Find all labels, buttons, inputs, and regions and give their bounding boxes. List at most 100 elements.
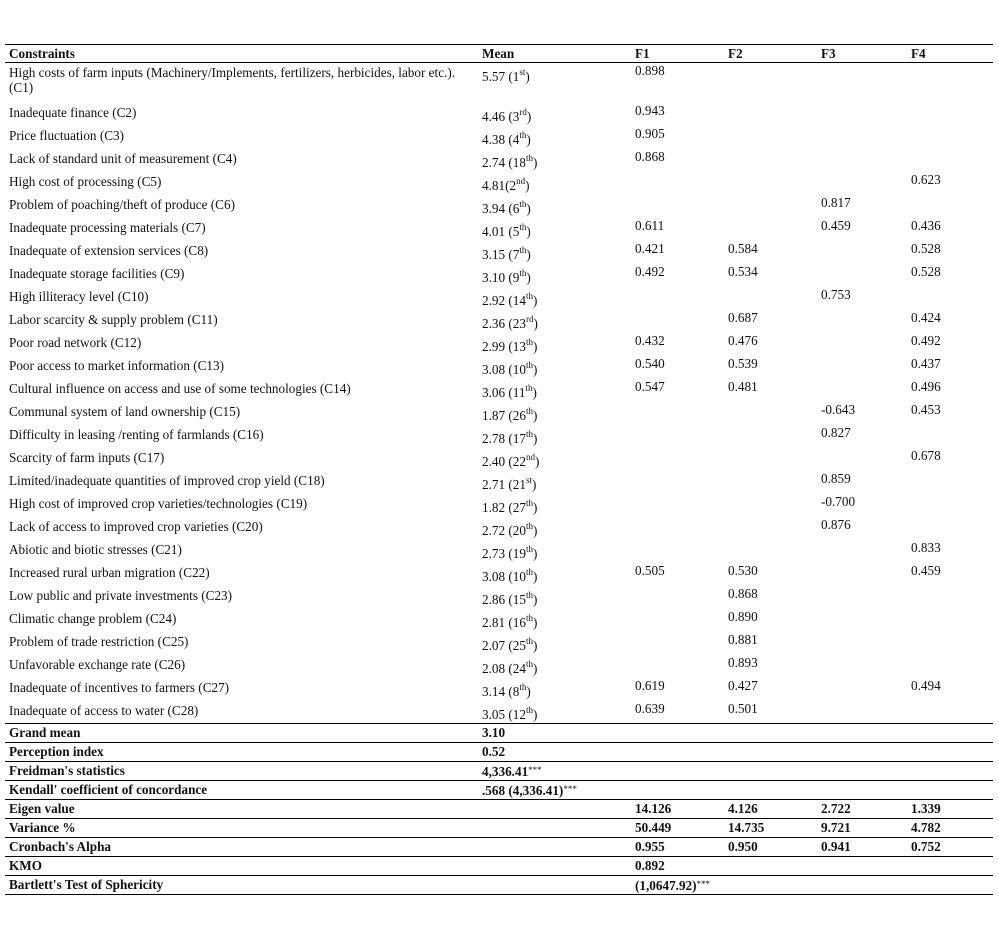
- loading-f4-text: 0.437: [911, 355, 941, 371]
- loading-f3: [817, 356, 907, 379]
- loading-f1-text: 0.547: [635, 378, 665, 394]
- table-row: Inadequate finance (C2) 4.46 (3rd) 0.943: [5, 103, 993, 126]
- mean-rank-superscript: st: [519, 67, 526, 77]
- loading-f1-text: 0.639: [635, 700, 665, 716]
- summary-mean-superscript: ***: [528, 765, 542, 775]
- mean-rank-text: 3.05 (12: [482, 706, 526, 722]
- summary-f2: 0.950: [724, 837, 817, 857]
- table-row: Inadequate of extension services (C8) 3.1…: [5, 241, 993, 264]
- loading-f2: 0.584: [724, 241, 817, 264]
- loading-f3: [817, 448, 907, 471]
- mean-rank-superscript: th: [525, 520, 533, 531]
- constraints-factor-table: Constraints Mean F1 F2 F3 F4 High costs …: [5, 44, 993, 895]
- table-row: Problem of trade restriction (C25) 2.07 (…: [5, 632, 993, 655]
- summary-f4: 1.339: [907, 799, 993, 819]
- header-f4: F4: [907, 44, 993, 63]
- constraint-label-text: Problem of trade restriction (C25): [9, 633, 189, 649]
- summary-row: Cronbach's Alpha 0.955 0.950 0.941 0.752: [5, 837, 993, 857]
- mean-rank-superscript: rd: [519, 106, 527, 117]
- loading-f3-text: 0.817: [821, 194, 851, 210]
- loading-f2: [724, 540, 817, 563]
- mean-rank: 3.14 (8th): [482, 681, 531, 699]
- mean-rank: 3.08 (10th): [482, 566, 538, 584]
- loading-f1-text: 0.905: [635, 125, 665, 141]
- summary-row: Freidman's statistics 4,336.41***: [5, 761, 993, 781]
- table-row: High costs of farm inputs (Machinery/Imp…: [5, 63, 993, 103]
- constraint-label: Communal system of land ownership (C15): [5, 402, 478, 425]
- constraint-label: High cost of processing (C5): [5, 172, 478, 195]
- mean-rank-text: 4.38 (4: [482, 131, 520, 147]
- mean-rank-superscript: th: [519, 129, 527, 140]
- loading-f3-text: -0.643: [821, 401, 856, 417]
- mean-rank: 1.87 (26th): [482, 405, 538, 423]
- loading-f2: 0.534: [724, 264, 817, 287]
- loading-f1: [631, 195, 724, 218]
- summary-f1: 0.955: [631, 837, 724, 857]
- loading-f2-text: 0.534: [728, 263, 758, 279]
- loading-f1: 0.547: [631, 379, 724, 402]
- constraint-label: Poor access to market information (C13): [5, 356, 478, 379]
- loading-f3-text: 0.753: [821, 286, 851, 302]
- header-constraints: Constraints: [5, 44, 478, 63]
- constraint-label: Limited/inadequate quantities of improve…: [5, 471, 478, 494]
- loading-f2: [724, 63, 817, 103]
- mean-rank-text: 4.46 (3: [482, 108, 520, 124]
- mean-rank-text: 2.78 (17: [482, 430, 526, 446]
- constraint-label: High costs of farm inputs (Machinery/Imp…: [5, 63, 478, 103]
- loading-f2: 0.427: [724, 678, 817, 701]
- loading-f2: 0.501: [724, 700, 817, 724]
- constraint-label-text: High costs of farm inputs (Machinery/Imp…: [9, 65, 456, 95]
- loading-f4: 0.528: [907, 264, 993, 287]
- loading-f1: 0.868: [631, 149, 724, 172]
- loading-f3: [817, 655, 907, 678]
- loading-f3: [817, 678, 907, 701]
- loading-f2-text: 0.584: [728, 240, 758, 256]
- loading-f4-text: 0.436: [911, 217, 941, 233]
- mean-rank: 5.57 (1st): [482, 67, 530, 85]
- constraint-label: Inadequate storage facilities (C9): [5, 264, 478, 287]
- loading-f3: -0.700: [817, 494, 907, 517]
- mean-rank-superscript: th: [525, 152, 533, 163]
- mean-rank-text: 3.06 (11: [482, 384, 526, 400]
- loading-f4-text: 0.492: [911, 332, 941, 348]
- summary-f2: [724, 780, 817, 800]
- mean-rank-text: 2.08 (24: [482, 660, 526, 676]
- mean-rank-text: 3.08 (10: [482, 361, 526, 377]
- table-row: Poor road network (C12) 2.99 (13th) 0.432 0…: [5, 333, 993, 356]
- table-row: High cost of improved crop varieties/tec…: [5, 494, 993, 517]
- table-row: Scarcity of farm inputs (C17) 2.40 (22nd)…: [5, 448, 993, 471]
- constraint-label-text: Inadequate storage facilities (C9): [9, 265, 185, 281]
- loading-f4: [907, 149, 993, 172]
- mean-rank-text: 2.74 (18: [482, 154, 526, 170]
- mean-rank-text: 3.08 (10: [482, 568, 526, 584]
- summary-f3-text: 0.941: [821, 839, 851, 854]
- summary-f3: 2.722: [817, 799, 907, 819]
- constraint-label-text: Low public and private investments (C23): [9, 587, 233, 603]
- mean-rank-superscript: th: [525, 566, 533, 577]
- mean-rank: 4.01 (5th): [482, 221, 531, 239]
- loading-f2: [724, 172, 817, 195]
- mean-rank: 2.86 (15th): [482, 589, 538, 607]
- loading-f1-text: 0.611: [635, 217, 665, 233]
- summary-label-text: Perception index: [9, 744, 104, 759]
- constraint-label: Unfavorable exchange rate (C26): [5, 655, 478, 678]
- loading-f2: 0.881: [724, 632, 817, 655]
- constraint-label-text: Unfavorable exchange rate (C26): [9, 656, 186, 672]
- loading-f3: [817, 609, 907, 632]
- mean-rank-superscript: th: [525, 543, 533, 554]
- loading-f1: [631, 517, 724, 540]
- summary-f2-text: 0.950: [728, 839, 758, 854]
- summary-label: KMO: [5, 856, 478, 876]
- summary-label: Kendall' coefficient of concordance: [5, 780, 478, 800]
- summary-mean-text: 3.10: [482, 725, 506, 740]
- mean-rank-superscript: th: [519, 681, 527, 692]
- loading-f1: 0.905: [631, 126, 724, 149]
- loading-f4-text: 0.528: [911, 263, 941, 279]
- loading-f1: 0.898: [631, 63, 724, 103]
- loading-f2: 0.476: [724, 333, 817, 356]
- loading-f3-text: 0.459: [821, 217, 851, 233]
- mean-rank-superscript: th: [525, 589, 533, 600]
- summary-mean-text: 0.52: [482, 744, 506, 759]
- loading-f2-text: 0.476: [728, 332, 758, 348]
- loading-f1: [631, 402, 724, 425]
